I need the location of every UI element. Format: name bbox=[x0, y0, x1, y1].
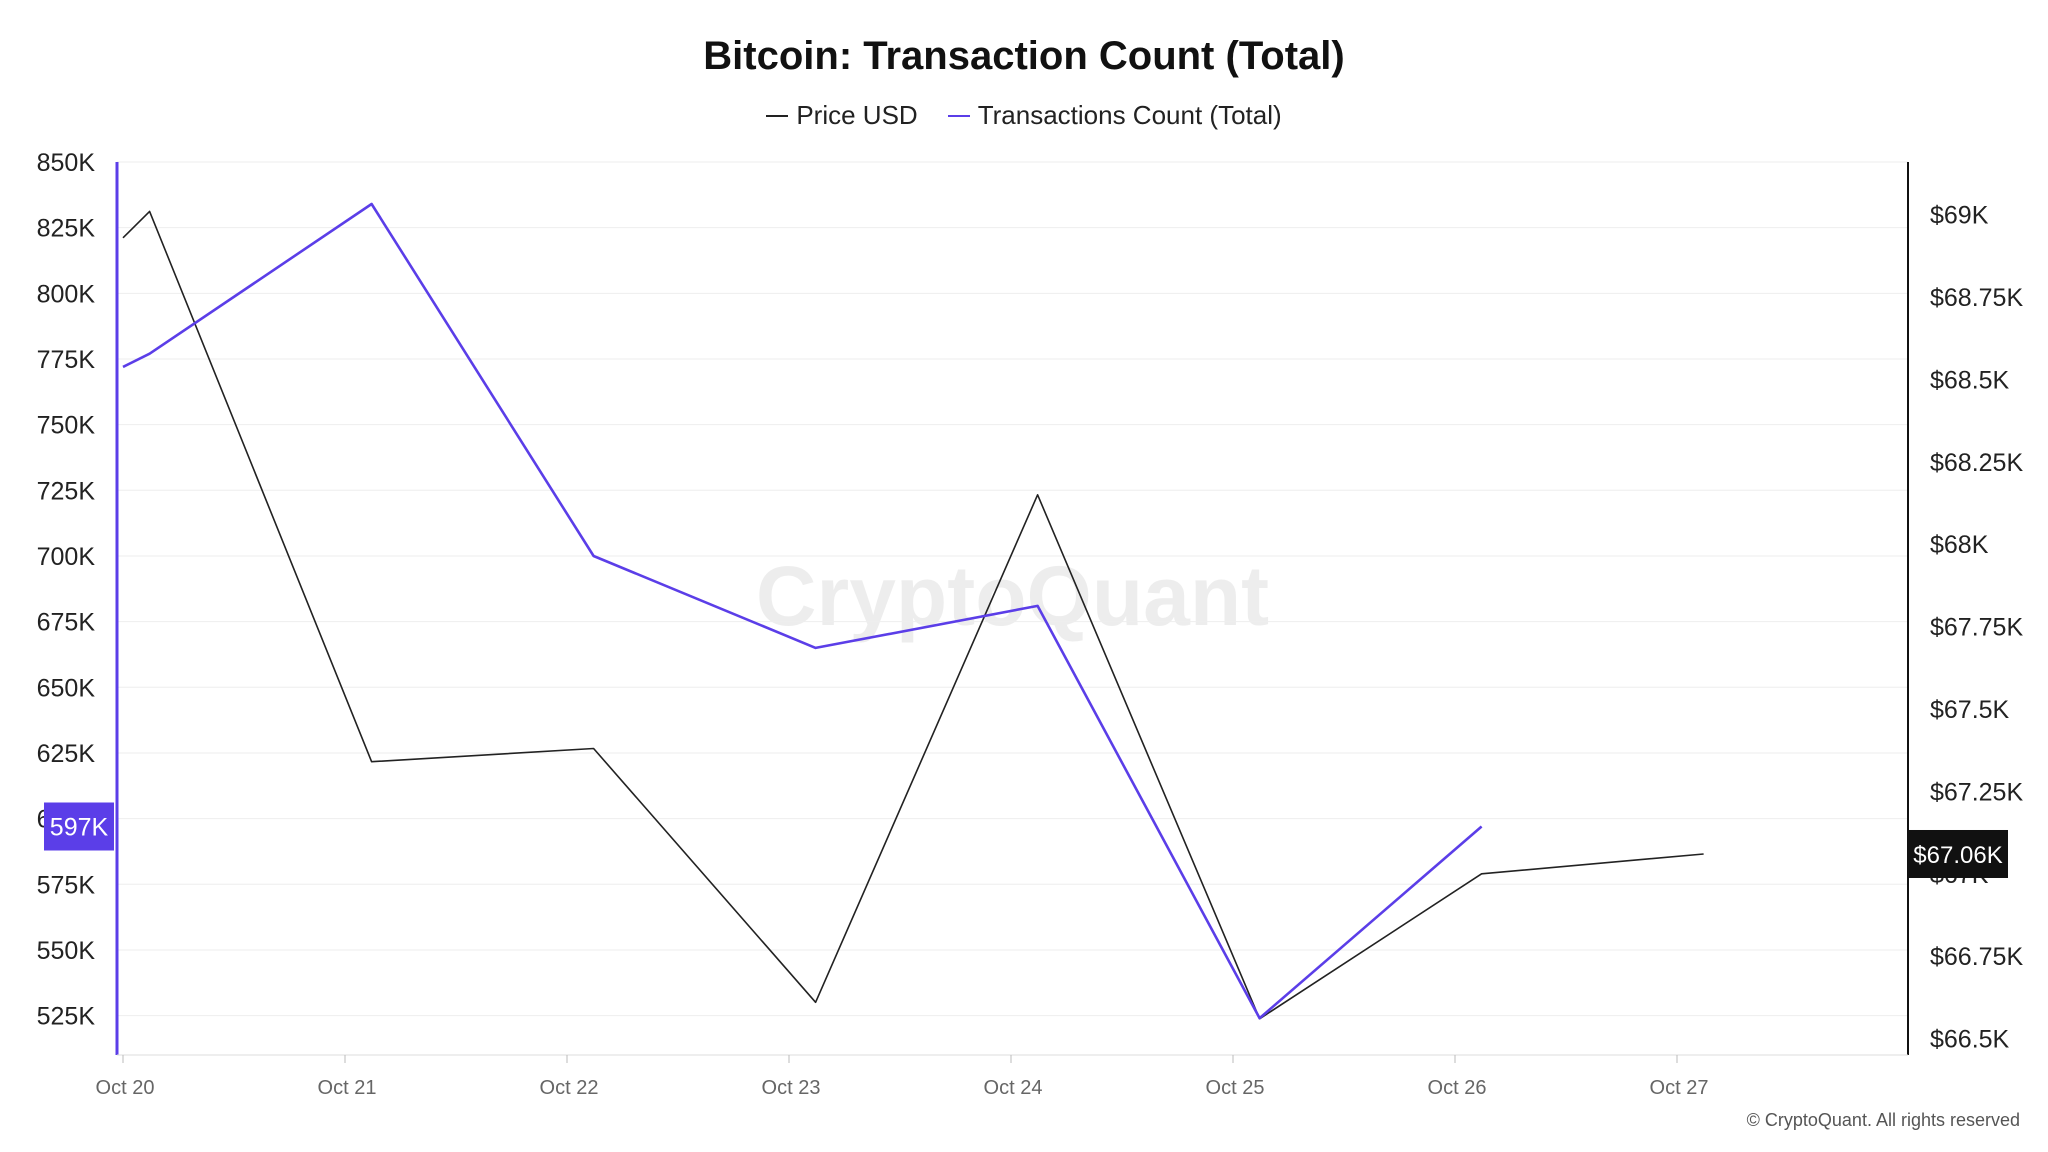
right-axis-tick-label: $67.75K bbox=[1930, 614, 2023, 642]
chart-title: Bitcoin: Transaction Count (Total) bbox=[703, 34, 1345, 78]
current-price-label: $67.06K bbox=[1913, 842, 2002, 869]
legend-swatch-price bbox=[766, 114, 789, 117]
legend-swatch-transactions bbox=[947, 114, 970, 117]
copyright-notice: © CryptoQuant. All rights reserved bbox=[1746, 1110, 2020, 1130]
right-axis-tick-label: $67.25K bbox=[1930, 778, 2023, 806]
legend-item-price[interactable]: Price USD bbox=[766, 100, 918, 131]
current-transactions-badge bbox=[44, 802, 114, 851]
x-axis-tick-label: Oct 21 bbox=[318, 1077, 377, 1099]
x-axis-tick-label: Oct 23 bbox=[762, 1077, 821, 1099]
x-axis-tick-label: Oct 27 bbox=[1650, 1077, 1709, 1099]
current-transactions-label: 597K bbox=[50, 813, 109, 841]
right-axis-tick-label: $68.25K bbox=[1930, 449, 2023, 477]
right-axis-tick-label: $69K bbox=[1930, 202, 1989, 230]
x-axis-tick-label: Oct 25 bbox=[1206, 1077, 1265, 1099]
x-axis-tick-label: Oct 22 bbox=[540, 1077, 599, 1099]
left-axis-tick-label: 750K bbox=[37, 412, 96, 440]
left-axis-tick-label: 525K bbox=[37, 1003, 96, 1031]
watermark: CryptoQuant bbox=[756, 549, 1269, 643]
left-axis-tick-label: 825K bbox=[37, 215, 96, 243]
legend: Price USD Transactions Count (Total) bbox=[0, 100, 2048, 131]
left-axis-tick-label: 675K bbox=[37, 609, 96, 637]
x-axis-tick-label: Oct 24 bbox=[984, 1077, 1043, 1099]
x-axis-tick-label: Oct 20 bbox=[96, 1077, 155, 1099]
current-price-badge bbox=[1908, 829, 2008, 878]
right-axis-tick-label: $68.75K bbox=[1930, 284, 2023, 312]
series-line-transactions[interactable] bbox=[122, 202, 1483, 1020]
legend-label-transactions: Transactions Count (Total) bbox=[977, 100, 1282, 130]
right-axis-tick-label: $68K bbox=[1930, 531, 1989, 559]
left-axis-tick-label: 575K bbox=[37, 871, 96, 899]
left-axis-tick-label: 800K bbox=[37, 280, 96, 308]
right-axis-tick-label: $68.5K bbox=[1930, 366, 2010, 394]
left-axis-tick-label: 850K bbox=[37, 149, 96, 177]
left-axis-tick-label: 650K bbox=[37, 674, 96, 702]
right-axis-tick-label: $67.5K bbox=[1930, 696, 2010, 724]
right-axis-tick-label: $66.5K bbox=[1930, 1026, 2010, 1054]
left-axis-tick-label: 725K bbox=[37, 477, 96, 505]
legend-label-price: Price USD bbox=[796, 100, 918, 130]
x-axis-tick-label: Oct 26 bbox=[1428, 1077, 1487, 1099]
left-axis-tick-label: 700K bbox=[37, 543, 96, 571]
right-axis-tick-label: $66.75K bbox=[1930, 943, 2023, 971]
left-axis-tick-label: 625K bbox=[37, 740, 96, 768]
legend-item-transactions[interactable]: Transactions Count (Total) bbox=[947, 100, 1282, 131]
left-axis-tick-label: 550K bbox=[37, 937, 96, 965]
left-axis-tick-label: 775K bbox=[37, 346, 96, 374]
